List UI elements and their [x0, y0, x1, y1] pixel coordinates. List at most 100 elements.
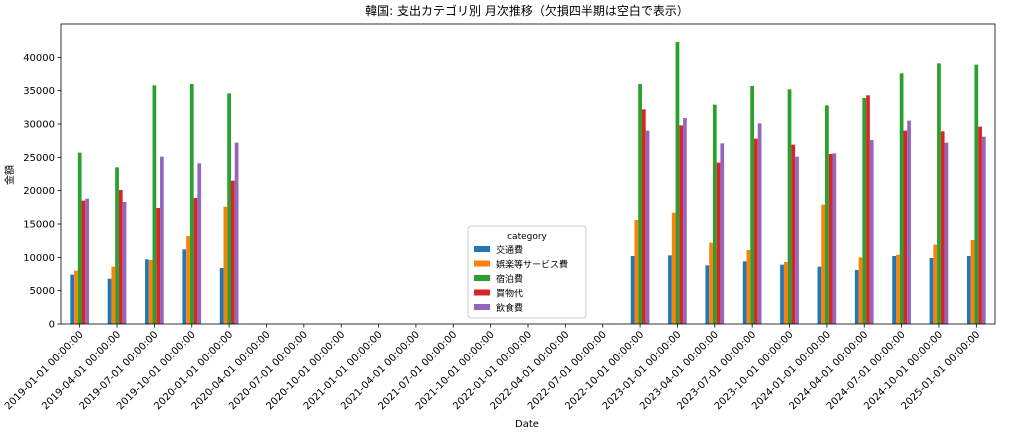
bar	[186, 236, 190, 324]
bar	[115, 167, 119, 324]
bar	[929, 258, 934, 324]
bar	[107, 278, 112, 324]
bar	[145, 259, 149, 324]
bar	[70, 274, 75, 324]
legend-swatch	[474, 275, 490, 281]
bar	[754, 138, 758, 324]
y-tick-label: 20000	[23, 186, 55, 197]
bar	[668, 255, 672, 324]
bar	[858, 257, 863, 324]
bar	[679, 125, 684, 324]
bar	[757, 123, 762, 324]
y-tick-label: 40000	[23, 53, 55, 64]
y-tick-label: 15000	[23, 220, 55, 231]
bar	[77, 152, 82, 324]
bar	[671, 212, 676, 324]
bar	[817, 266, 822, 324]
bar	[892, 256, 896, 324]
bar	[634, 220, 639, 324]
bar	[638, 84, 642, 324]
bar	[937, 63, 941, 324]
legend-swatch	[474, 304, 490, 310]
bar	[712, 104, 717, 324]
bar	[160, 156, 164, 324]
y-tick-label: 30000	[23, 120, 55, 131]
bar	[896, 254, 900, 324]
bar	[821, 204, 826, 324]
bar	[223, 206, 228, 324]
bar	[193, 198, 198, 324]
bar	[944, 142, 949, 324]
bar	[787, 89, 792, 324]
x-tick-label: 2025-01-01 00:00:00	[900, 329, 983, 412]
bar	[85, 198, 90, 324]
bar	[933, 244, 938, 324]
bar	[156, 208, 161, 324]
bar	[189, 84, 194, 324]
bar	[219, 268, 224, 324]
bar	[683, 118, 687, 324]
legend-label: 宿泊費	[496, 273, 523, 285]
bar	[746, 250, 751, 324]
bar	[709, 242, 713, 324]
y-tick-label: 0	[49, 320, 55, 331]
bar	[825, 105, 829, 324]
bar	[716, 162, 721, 324]
y-tick-label: 10000	[23, 253, 55, 264]
bar	[74, 270, 78, 324]
bar	[981, 136, 986, 324]
bar	[230, 180, 235, 324]
bar	[903, 130, 908, 324]
bar	[720, 143, 725, 324]
bar	[869, 140, 874, 324]
bar	[780, 264, 784, 324]
legend-label: 娯楽等サービス費	[496, 259, 568, 271]
legend-label: 交通費	[496, 244, 523, 256]
bar	[940, 131, 945, 324]
bar	[148, 260, 153, 324]
bar	[828, 154, 833, 324]
x-axis-label: Date	[515, 419, 539, 430]
bar	[197, 163, 202, 324]
legend-swatch	[474, 260, 490, 267]
bar	[907, 120, 911, 324]
bar	[783, 262, 788, 324]
bar	[118, 190, 123, 324]
plot-area	[60, 23, 996, 325]
legend-frame	[467, 225, 587, 319]
legend-label: 飲食費	[496, 302, 523, 314]
bar	[978, 126, 982, 324]
y-axis-label: 金額	[3, 165, 16, 185]
bar	[854, 270, 859, 324]
bar	[227, 93, 231, 324]
legend-label: 買物代	[496, 288, 523, 300]
bar	[675, 42, 680, 324]
chart-title: 韓国: 支出カテゴリ別 月次推移（欠損四半期は空白で表示）	[365, 3, 689, 18]
bar	[111, 266, 116, 324]
bar	[966, 256, 971, 324]
bar	[974, 64, 979, 325]
bar	[795, 156, 799, 324]
bar	[742, 261, 747, 324]
bar	[970, 240, 975, 324]
bar	[832, 153, 837, 324]
y-tick-label: 35000	[23, 86, 55, 97]
bar	[234, 142, 239, 324]
bar	[182, 249, 187, 324]
legend-swatch	[474, 289, 490, 296]
bar	[705, 265, 710, 324]
bar	[791, 144, 796, 324]
y-tick-label: 5000	[30, 286, 55, 297]
bar	[81, 200, 86, 324]
y-axis: 0 5000 10000 15000 20000 25000 30000 35000 40000	[23, 53, 61, 331]
bar	[152, 85, 157, 324]
bar	[645, 130, 650, 324]
bar	[122, 202, 127, 324]
bar	[630, 256, 635, 324]
bar	[866, 95, 870, 324]
bar	[899, 73, 904, 324]
bar	[750, 86, 755, 324]
